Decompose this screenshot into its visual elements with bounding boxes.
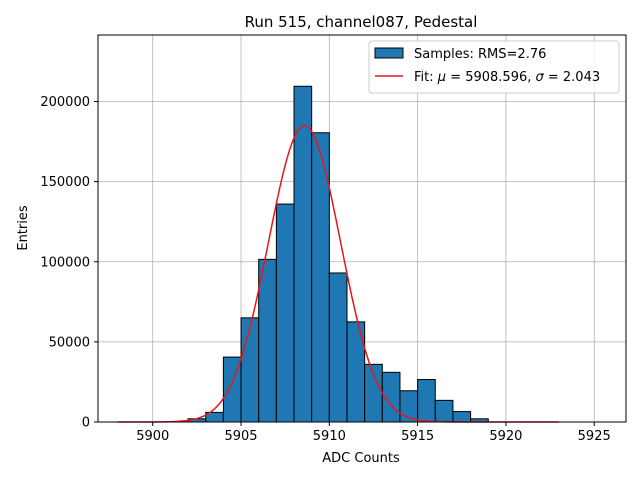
legend-fit-mu-value: = 5908.596, [446, 70, 535, 85]
y-tick-label: 50000 [49, 335, 90, 350]
histogram-bar [417, 379, 436, 423]
x-tick-label: 5925 [578, 429, 611, 444]
legend-histogram-label: Samples: RMS=2.76 [414, 47, 546, 62]
y-tick-label: 200000 [40, 95, 90, 110]
histogram-bar [293, 85, 313, 423]
histogram-bar [434, 399, 454, 423]
histogram-bar [258, 258, 277, 423]
legend-histogram-swatch [374, 47, 404, 59]
x-tick-label: 5915 [401, 429, 434, 444]
histogram-bars [187, 85, 489, 423]
legend-fit-prefix: Fit: [414, 70, 438, 85]
chart-title: Run 515, channel087, Pedestal [245, 13, 478, 31]
legend-fit-label: Fit: μ = 5908.596, σ = 2.043 [414, 70, 600, 85]
y-tick-label: 150000 [40, 175, 90, 190]
x-axis-ticks: 5900 5905 5910 5915 5920 5925 [136, 422, 611, 444]
y-tick-label: 0 [82, 416, 90, 431]
legend-fit-sigma-value: = 2.043 [544, 70, 600, 85]
plot-frame [97, 34, 627, 423]
legend: Samples: RMS=2.76 Fit: μ = 5908.596, σ =… [368, 40, 620, 94]
y-axis-ticks: 0 50000 100000 150000 200000 [40, 95, 98, 431]
histogram-bar [452, 411, 472, 423]
x-tick-label: 5900 [136, 429, 169, 444]
x-tick-label: 5920 [489, 429, 522, 444]
y-tick-label: 100000 [40, 255, 90, 270]
histogram-bar [328, 272, 348, 423]
histogram-bar [240, 317, 260, 423]
histogram-bar [275, 203, 295, 423]
legend-fit-sigma-symbol: σ [536, 70, 545, 85]
legend-frame [368, 40, 620, 94]
x-tick-label: 5905 [224, 429, 257, 444]
x-tick-label: 5910 [313, 429, 346, 444]
x-axis-label: ADC Counts [322, 451, 400, 466]
y-axis-label: Entries [16, 205, 31, 251]
legend-fit-mu-symbol: μ [437, 70, 446, 85]
